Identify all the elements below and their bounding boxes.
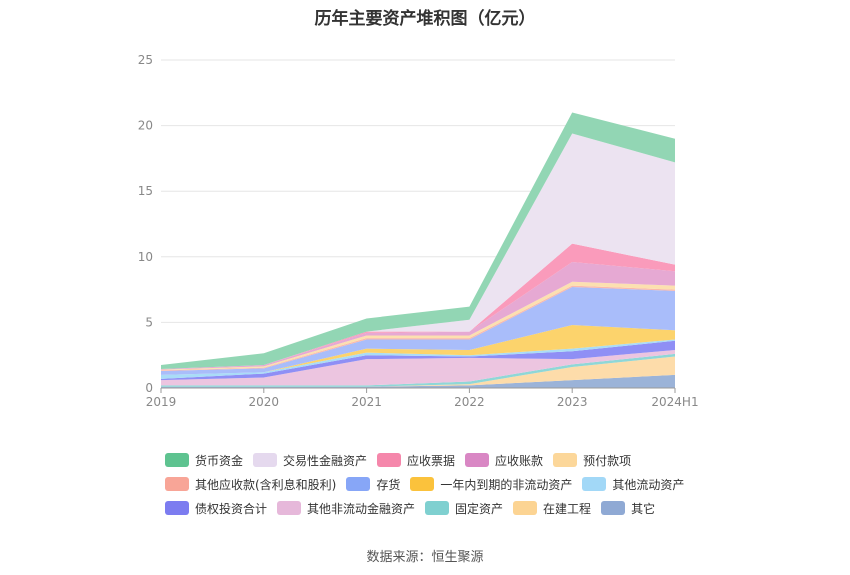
legend-item[interactable]: 一年内到期的非流动资产 bbox=[410, 476, 572, 493]
legend-item[interactable]: 应收票据 bbox=[377, 452, 455, 469]
axes: 0 5 10 15 20 25 2019 2020 2021 2022 2023 2024H1 bbox=[138, 53, 699, 409]
y-tick-label: 25 bbox=[138, 53, 153, 67]
area-series-layer: 其它在建工程固定资产其他非流动金融资产债权投资合计其他流动资产一年内到期的非流动… bbox=[161, 112, 675, 388]
legend-label: 债权投资合计 bbox=[195, 501, 268, 516]
legend-label: 其它 bbox=[631, 501, 656, 516]
y-tick-label: 5 bbox=[145, 315, 153, 329]
y-tick-label: 20 bbox=[138, 119, 153, 133]
x-tick-label: 2020 bbox=[249, 395, 280, 409]
area-series[interactable]: 其他非流动金融资产 bbox=[161, 349, 675, 386]
legend-label: 货币资金 bbox=[195, 453, 244, 468]
area-series[interactable]: 应收票据 bbox=[161, 243, 675, 369]
legend-label: 存货 bbox=[376, 477, 401, 492]
legend-label: 一年内到期的非流动资产 bbox=[440, 477, 573, 492]
x-tick-label: 2022 bbox=[454, 395, 485, 409]
legend-swatch bbox=[277, 501, 302, 515]
data-source-note: 数据来源：恒生聚源 bbox=[366, 550, 484, 565]
legend-item[interactable]: 其他流动资产 bbox=[582, 476, 684, 493]
x-tick-label: 2023 bbox=[557, 395, 588, 409]
legend-item[interactable]: 货币资金 bbox=[165, 452, 243, 469]
area-series[interactable]: 交易性金融资产 bbox=[161, 133, 675, 369]
area-series[interactable]: 其他流动资产 bbox=[161, 339, 675, 379]
area-series[interactable]: 其它 bbox=[161, 374, 675, 388]
legend-label: 应收账款 bbox=[495, 453, 544, 468]
legend-item[interactable]: 其它 bbox=[601, 500, 655, 517]
legend-item[interactable]: 固定资产 bbox=[425, 500, 503, 517]
legend-swatch bbox=[165, 453, 189, 467]
legend-swatch bbox=[601, 501, 626, 515]
legend-swatch bbox=[425, 501, 450, 515]
area-series[interactable]: 存货 bbox=[161, 286, 675, 375]
legend-swatch bbox=[346, 477, 371, 491]
legend-item[interactable]: 存货 bbox=[346, 476, 400, 493]
legend-item[interactable]: 交易性金融资产 bbox=[253, 452, 367, 469]
legend-swatch bbox=[465, 453, 490, 467]
legend-swatch bbox=[513, 501, 538, 515]
area-series[interactable]: 一年内到期的非流动资产 bbox=[161, 325, 675, 375]
legend-row: 债权投资合计 其他非流动金融资产 固定资产 在建工程 其它 bbox=[165, 496, 725, 520]
stacked-area-chart: 其它在建工程固定资产其他非流动金融资产债权投资合计其他流动资产一年内到期的非流动… bbox=[138, 53, 699, 409]
legend-swatch bbox=[410, 477, 435, 491]
legend-swatch bbox=[553, 453, 578, 467]
legend-label: 固定资产 bbox=[455, 501, 504, 516]
legend-item[interactable]: 债权投资合计 bbox=[165, 500, 267, 517]
legend-label: 其他非流动金融资产 bbox=[307, 501, 416, 516]
legend-swatch bbox=[582, 477, 607, 491]
legend-label: 其他流动资产 bbox=[612, 477, 685, 492]
legend-label: 预付款项 bbox=[583, 453, 632, 468]
legend-label: 其他应收款(含利息和股利) bbox=[195, 477, 337, 492]
legend-swatch bbox=[377, 453, 402, 467]
legend-label: 应收票据 bbox=[407, 453, 456, 468]
chart-title: 历年主要资产堆积图（亿元） bbox=[314, 9, 536, 29]
area-series[interactable]: 应收账款 bbox=[161, 262, 675, 370]
legend-swatch bbox=[165, 501, 189, 515]
legend-item[interactable]: 在建工程 bbox=[513, 500, 591, 517]
legend-item[interactable]: 应收账款 bbox=[465, 452, 543, 469]
legend-swatch bbox=[165, 477, 189, 491]
y-tick-label: 15 bbox=[138, 184, 153, 198]
legend-label: 交易性金融资产 bbox=[283, 453, 368, 468]
legend-swatch bbox=[253, 453, 278, 467]
legend: 货币资金 交易性金融资产 应收票据 应收账款 预付款项其他应收款(含利息和股利) 存货 一年… bbox=[165, 448, 725, 520]
legend-item[interactable]: 预付款项 bbox=[553, 452, 631, 469]
legend-label: 在建工程 bbox=[543, 501, 592, 516]
y-tick-label: 0 bbox=[145, 381, 153, 395]
area-series[interactable]: 货币资金 bbox=[161, 112, 675, 369]
x-tick-label: 2024H1 bbox=[651, 395, 698, 409]
legend-row: 货币资金 交易性金融资产 应收票据 应收账款 预付款项 bbox=[165, 448, 725, 472]
area-series[interactable]: 债权投资合计 bbox=[161, 340, 675, 381]
x-tick-label: 2019 bbox=[146, 395, 177, 409]
legend-item[interactable]: 其他应收款(含利息和股利) bbox=[165, 476, 336, 493]
legend-item[interactable]: 其他非流动金融资产 bbox=[277, 500, 415, 517]
legend-row: 其他应收款(含利息和股利) 存货 一年内到期的非流动资产 其他流动资产 bbox=[165, 472, 725, 496]
area-series[interactable]: 在建工程 bbox=[161, 356, 675, 387]
y-tick-label: 10 bbox=[138, 250, 153, 264]
x-tick-label: 2021 bbox=[351, 395, 382, 409]
